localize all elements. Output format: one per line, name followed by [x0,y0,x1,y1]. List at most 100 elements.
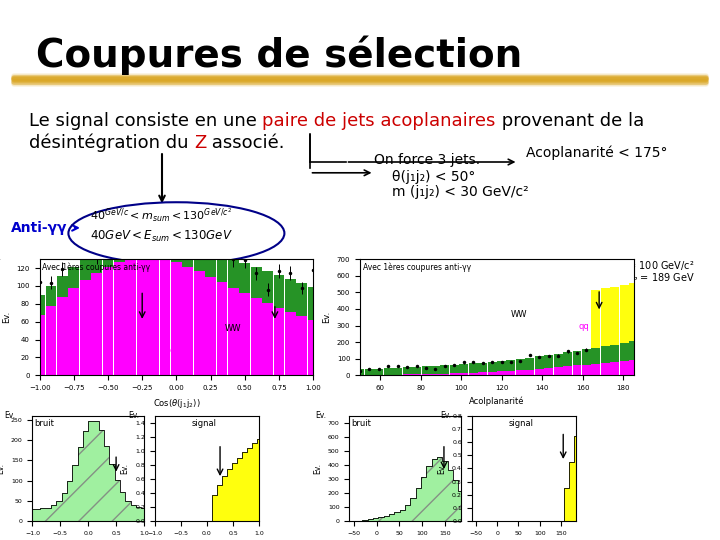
Bar [450,373,459,375]
Text: E$_{LEP}$ = 189 GeV: E$_{LEP}$ = 189 GeV [618,271,695,285]
Bar [205,248,216,277]
Bar [497,372,506,375]
Bar [487,372,497,375]
Bar [441,374,449,375]
Text: bruit: bruit [351,419,372,428]
Bar [544,355,553,368]
Bar [148,258,159,375]
Bar [274,275,284,307]
Text: Avec 1ères coupures anti-γγ: Avec 1ères coupures anti-γγ [42,262,150,272]
Bar [431,374,440,375]
Bar [45,306,56,375]
Bar [262,272,273,303]
Bar [620,343,629,361]
Bar [239,263,251,293]
Y-axis label: Ev.: Ev. [0,463,5,474]
Bar [91,273,102,375]
Bar [68,288,79,375]
Bar [421,374,431,375]
Bar [68,267,79,288]
Text: signal: signal [508,419,533,428]
Text: WW: WW [225,323,240,333]
Text: Z: Z [194,134,207,152]
Bar [137,232,148,257]
Text: bruit: bruit [35,419,55,428]
Bar [431,366,440,374]
Bar [506,360,516,371]
Text: m (j₁j₂) < 30 GeV/c²: m (j₁j₂) < 30 GeV/c² [392,185,529,199]
Bar [611,362,619,375]
Bar [384,368,393,375]
Bar [148,232,159,258]
Text: $40^{GeV/c} < m_{sum} < 130^{GeV/c^2}$: $40^{GeV/c} < m_{sum} < 130^{GeV/c^2}$ [90,207,233,224]
Bar [171,235,182,262]
Bar [114,262,125,375]
Text: Le signal consiste en une: Le signal consiste en une [29,112,262,130]
Bar [421,367,431,374]
Y-axis label: Ev.: Ev. [2,311,11,323]
Bar [469,373,477,375]
Text: On force 3 jets.: On force 3 jets. [374,153,480,167]
Bar [34,295,45,314]
Bar [412,367,421,374]
Bar [572,366,582,375]
Bar [182,267,193,375]
Bar [228,288,239,375]
Bar [274,307,284,375]
Bar [194,244,204,272]
Bar [182,239,193,267]
Bar [506,371,516,375]
Bar [374,368,383,375]
Bar [114,238,125,262]
Bar [228,258,239,288]
Y-axis label: Ev.: Ev. [121,463,130,474]
Text: désintégration du: désintégration du [29,134,194,152]
Bar [91,250,102,273]
Bar [526,369,534,375]
Bar [160,233,171,259]
Bar [497,361,506,372]
Text: $40 GeV < E_{sum} < 130 GeV$: $40 GeV < E_{sum} < 130 GeV$ [90,229,233,244]
Bar [171,262,182,375]
Bar [102,244,114,267]
Bar [125,259,136,375]
Bar [393,368,402,375]
Text: Ev.: Ev. [4,410,16,420]
Bar [478,362,487,372]
Text: Coupures de sélection: Coupures de sélection [36,35,522,75]
Bar [554,367,562,375]
X-axis label: Cos($\theta$(j$_1$j$_2$)): Cos($\theta$(j$_1$j$_2$)) [153,396,200,409]
Text: Ev.: Ev. [0,253,1,262]
Bar [526,357,534,369]
Bar [45,286,56,306]
Text: signal: signal [192,419,216,428]
Bar [194,272,204,375]
Bar [262,303,273,375]
Bar [459,373,468,375]
Bar [629,341,638,360]
Bar [57,276,68,297]
Bar [600,346,610,362]
Text: Avec 1ères coupures anti-γγ: Avec 1ères coupures anti-γγ [363,262,471,272]
Bar [516,370,525,375]
Bar [285,312,296,375]
Text: Ev.: Ev. [315,410,327,420]
Bar [611,287,619,345]
Text: qq: qq [169,346,180,355]
Text: provenant de la: provenant de la [496,112,644,130]
Bar [535,369,544,375]
Bar [459,364,468,373]
Bar [620,361,629,375]
Bar [544,368,553,375]
Bar [620,285,629,343]
Bar [80,280,91,375]
Bar [412,374,421,375]
Bar [297,316,307,375]
Text: Ev.: Ev. [129,410,140,420]
Bar [487,362,497,372]
Bar [57,297,68,375]
Text: associé.: associé. [207,134,285,152]
Bar [591,290,600,348]
Bar [535,356,544,369]
Bar [125,234,136,259]
